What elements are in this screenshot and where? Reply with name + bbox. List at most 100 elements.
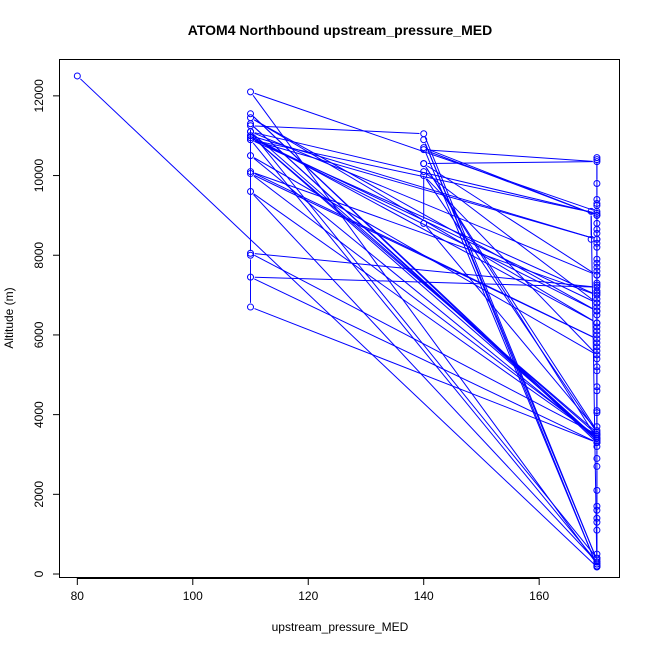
x-tick-label: 140	[414, 589, 434, 603]
data-point	[593, 387, 601, 395]
data-point	[420, 168, 428, 176]
y-axis-label: Altitude (m)	[2, 287, 16, 348]
series-segment	[253, 194, 595, 560]
data-point	[593, 255, 601, 263]
data-point	[593, 307, 601, 315]
data-point	[593, 486, 601, 494]
x-axis-label: upstream_pressure_MED	[272, 620, 409, 634]
series-segment	[427, 150, 594, 215]
series-segment	[253, 175, 594, 435]
data-point	[593, 225, 601, 233]
data-point	[247, 273, 255, 281]
series-segment	[253, 157, 594, 437]
data-point	[593, 558, 601, 566]
series-segment	[254, 254, 594, 434]
data-point	[593, 303, 601, 311]
series-segment	[80, 78, 595, 565]
data-point	[593, 335, 601, 343]
series-segment	[252, 94, 595, 561]
series-segment	[253, 138, 595, 437]
data-point	[420, 130, 428, 138]
data-point	[420, 160, 428, 168]
series-segment	[426, 226, 595, 428]
data-point	[593, 323, 601, 331]
data-point	[593, 158, 601, 166]
series-segment	[252, 134, 595, 556]
data-point	[247, 152, 255, 160]
data-point	[420, 172, 428, 180]
x-tick-label: 120	[298, 589, 318, 603]
data-point	[247, 110, 255, 118]
y-tick-label: 10000	[32, 159, 46, 193]
x-axis: 80 100 120 140 160	[71, 578, 550, 603]
series-segment	[254, 172, 594, 295]
data-point	[593, 347, 601, 355]
series-segment	[254, 92, 594, 211]
y-tick-label: 12000	[32, 79, 46, 113]
data-point	[247, 128, 255, 136]
series-segment	[427, 161, 593, 165]
data-point	[593, 518, 601, 526]
series-segment	[253, 134, 595, 433]
data-point	[593, 271, 601, 279]
data-point	[593, 295, 601, 303]
data-point	[593, 563, 601, 571]
data-point	[593, 367, 601, 375]
series-segment	[254, 308, 594, 442]
x-tick-label: 80	[71, 589, 85, 603]
data-point	[593, 156, 601, 164]
series-segment	[253, 157, 594, 354]
data-point	[593, 201, 601, 209]
series-segment	[426, 173, 594, 301]
data-point	[593, 243, 601, 251]
data-point	[593, 514, 601, 522]
y-tick-label: 8000	[32, 242, 46, 269]
data-point	[593, 311, 601, 319]
series-segment	[425, 166, 596, 436]
data-point	[587, 207, 595, 215]
series-segment	[253, 119, 594, 310]
data-point	[593, 154, 601, 162]
series-segment	[254, 125, 420, 135]
data-point	[247, 187, 255, 195]
data-point	[593, 409, 601, 417]
data-point	[593, 319, 601, 327]
data-point	[247, 136, 255, 144]
data-point	[73, 72, 81, 80]
series-segment	[426, 165, 594, 274]
data-point	[247, 168, 255, 176]
data-point	[247, 132, 255, 140]
data-point	[593, 343, 601, 351]
series-segment	[253, 193, 594, 435]
data-point	[593, 327, 601, 335]
data-point	[593, 363, 601, 371]
y-tick-label: 0	[32, 570, 46, 577]
data-point	[247, 249, 255, 257]
x-tick-label: 160	[529, 589, 549, 603]
data-point	[593, 502, 601, 510]
data-point	[593, 259, 601, 267]
y-tick-label: 6000	[32, 321, 46, 348]
data-point	[593, 263, 601, 271]
data-point	[593, 331, 601, 339]
series-segment	[253, 126, 595, 437]
data-point	[593, 423, 601, 431]
data-point	[593, 211, 601, 219]
data-point	[420, 146, 428, 154]
data-point	[420, 136, 428, 144]
series-segment	[253, 138, 595, 431]
data-point	[593, 279, 601, 287]
data-point	[593, 560, 601, 568]
data-point	[593, 180, 601, 188]
data-point	[593, 339, 601, 347]
series-segment	[254, 132, 594, 275]
series-segment	[427, 149, 593, 162]
data-point	[593, 443, 601, 451]
plot-frame	[59, 59, 620, 578]
data-point	[593, 299, 601, 307]
data-point	[593, 291, 601, 299]
data-point	[593, 439, 601, 447]
series-segment	[253, 137, 594, 322]
series-segment	[425, 178, 595, 430]
